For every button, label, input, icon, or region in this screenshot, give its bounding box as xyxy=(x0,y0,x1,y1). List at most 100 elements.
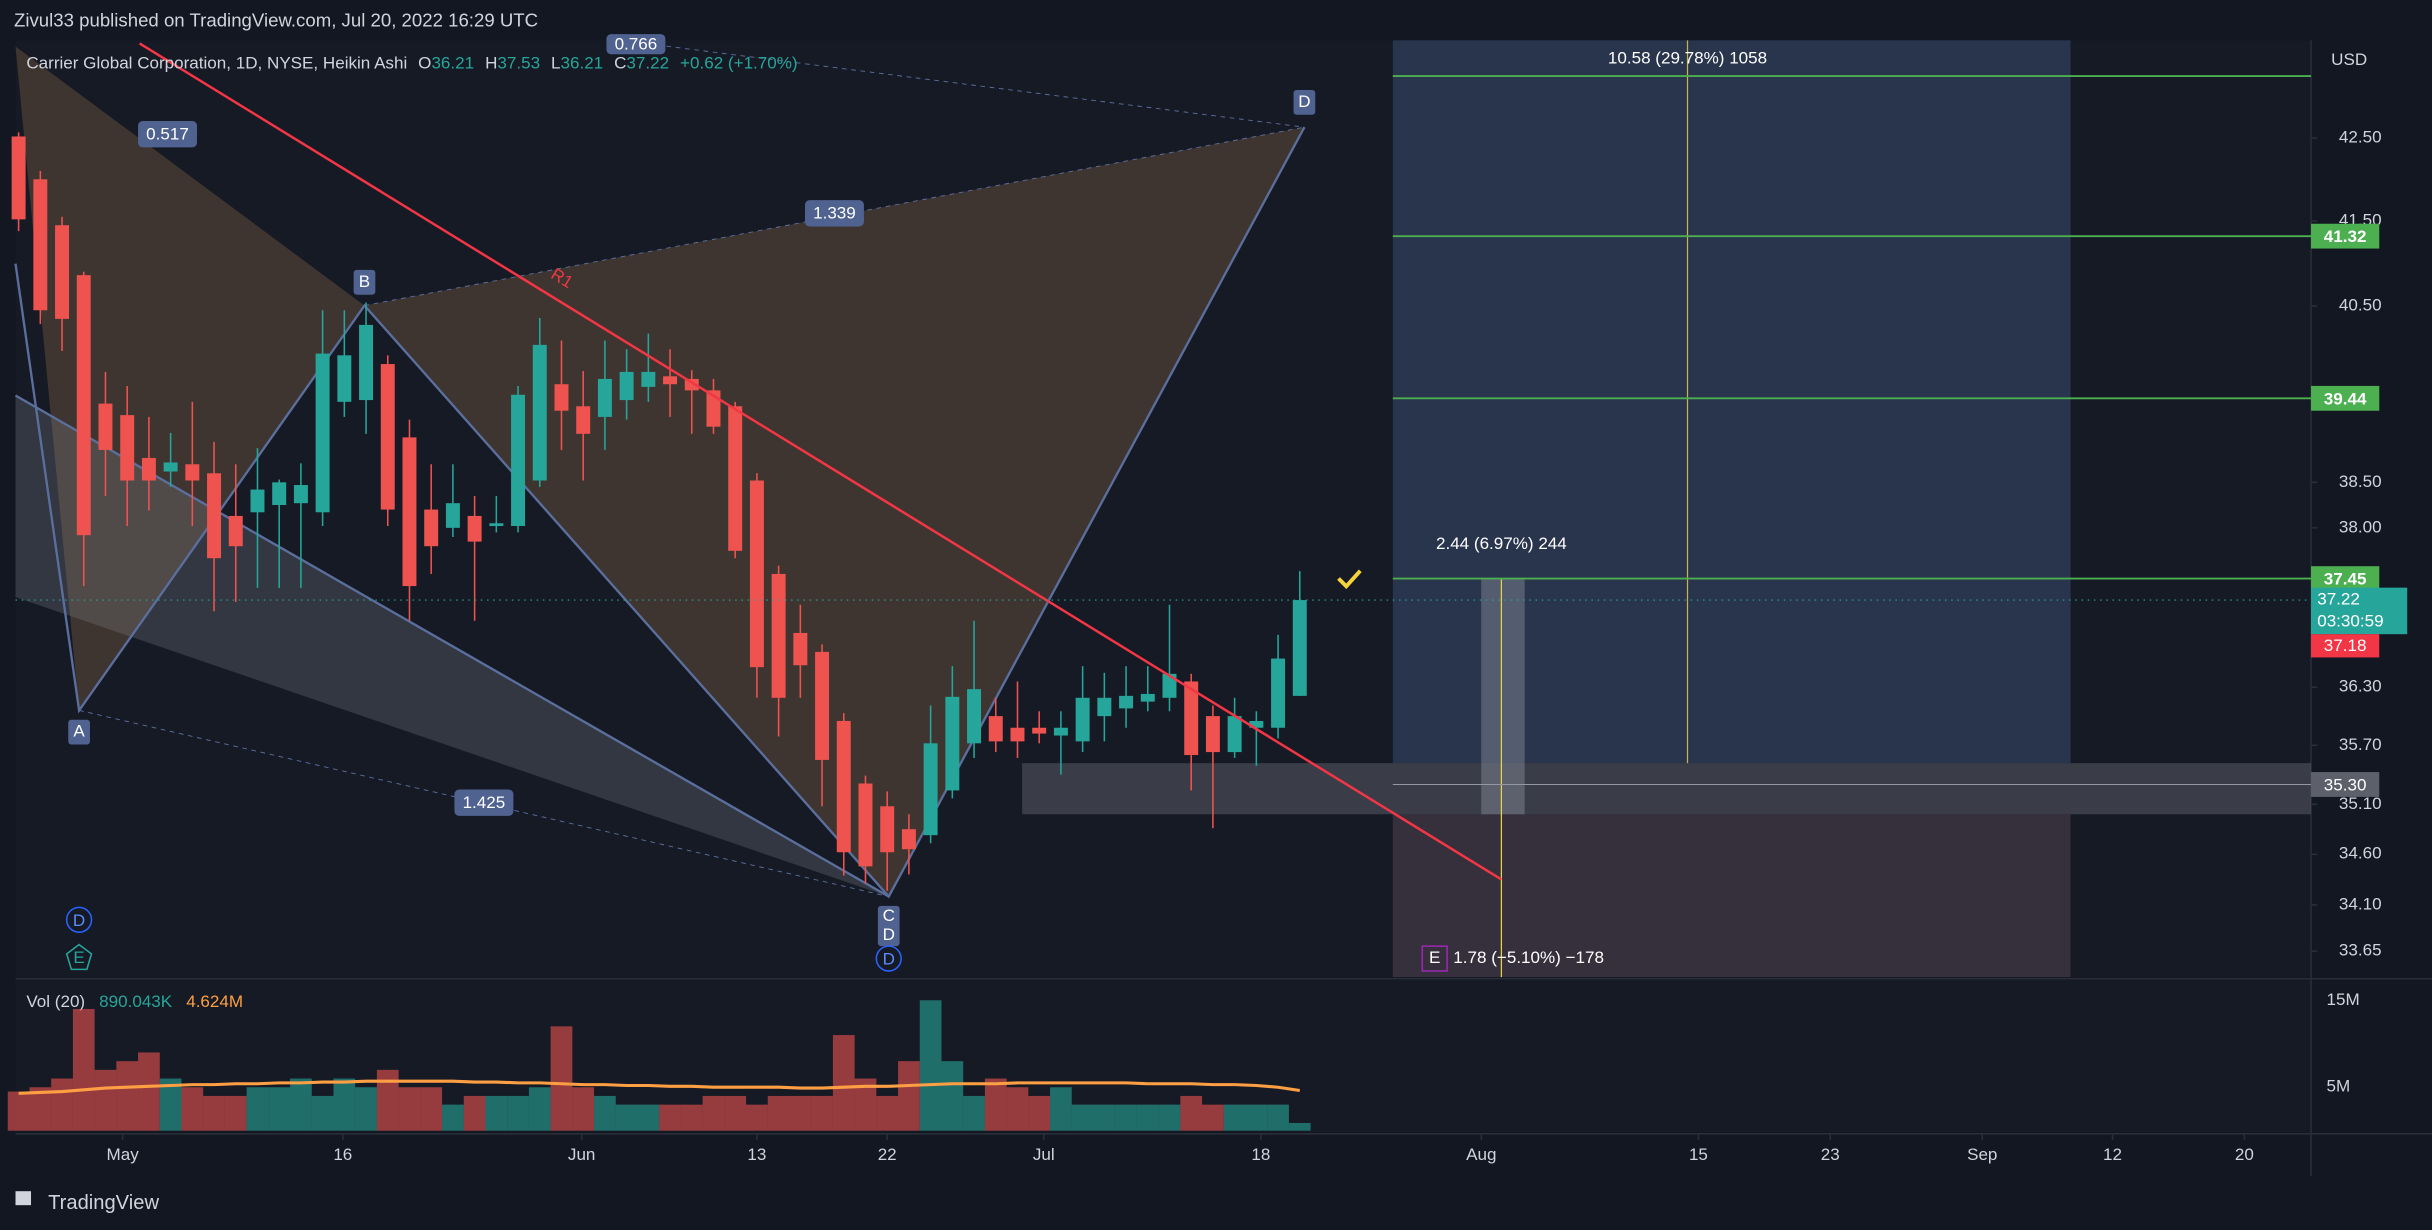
candle-body xyxy=(1249,720,1264,728)
candle-body xyxy=(988,716,1003,742)
candle-body xyxy=(945,696,960,791)
candle-body xyxy=(1162,673,1177,698)
candle-body xyxy=(380,364,395,510)
point-label: B xyxy=(359,272,370,291)
candle-body xyxy=(923,743,938,836)
x-tick-label: 12 xyxy=(2103,1145,2122,1164)
volume-bar xyxy=(1093,1104,1116,1131)
pattern-legs xyxy=(14,126,1306,899)
candle-body xyxy=(315,353,330,513)
pattern-xab xyxy=(15,46,365,711)
marker-label: D xyxy=(883,950,895,969)
candle-body xyxy=(76,275,91,536)
c-value: 37.22 xyxy=(626,53,669,72)
y-tick-label: 36.30 xyxy=(2339,677,2382,696)
volume-bar xyxy=(420,1087,443,1131)
y-tick-label: 34.60 xyxy=(2339,844,2382,863)
level-label: 39.44 xyxy=(2324,389,2367,408)
candle-body xyxy=(1140,693,1155,702)
volume-bar xyxy=(615,1104,638,1131)
x-tick-label: 16 xyxy=(333,1145,352,1164)
candle-body xyxy=(141,457,156,481)
volume-bar xyxy=(463,1095,486,1131)
ratio-label: 0.517 xyxy=(146,124,189,143)
currency: USD xyxy=(2331,50,2367,69)
marker xyxy=(65,943,93,971)
volume-bar xyxy=(376,1069,399,1131)
volume-bar xyxy=(702,1095,725,1131)
volume-bar xyxy=(94,1069,117,1131)
last-price-tag xyxy=(2311,587,2408,635)
y-tick-label: 35.10 xyxy=(2339,794,2382,813)
volume-bar xyxy=(594,1095,616,1131)
h-value: 37.53 xyxy=(497,53,540,72)
y-tick-label: 42.50 xyxy=(2339,128,2382,147)
candle-body xyxy=(1097,697,1112,717)
volume-bar xyxy=(1267,1104,1289,1131)
x-tick-label: May xyxy=(107,1145,140,1164)
candle-body xyxy=(120,415,135,481)
candle-body xyxy=(1205,716,1220,753)
candle-body xyxy=(1292,600,1307,696)
projection-box xyxy=(1481,578,1525,815)
volume-tick-label: 15M xyxy=(2327,990,2360,1009)
candle-body xyxy=(619,371,634,401)
x-tick-label: 20 xyxy=(2235,1145,2254,1164)
volume-bar xyxy=(637,1104,660,1131)
zone-tag xyxy=(2311,772,2380,797)
volume-bar xyxy=(919,1000,942,1131)
candle-body xyxy=(728,406,743,551)
candle-body xyxy=(1053,727,1068,736)
volume-bar xyxy=(1180,1095,1203,1131)
stop-label: 1.78 (−5.10%) −178 xyxy=(1453,948,1604,967)
stop-tag: E xyxy=(1429,948,1440,967)
volume-bar xyxy=(854,1078,877,1131)
volume-bar xyxy=(1050,1087,1072,1131)
candle-body xyxy=(771,573,786,698)
candle-body xyxy=(163,462,178,472)
volume-bar xyxy=(268,1087,291,1131)
point-tag xyxy=(68,719,90,745)
volume-bar xyxy=(724,1095,747,1131)
ratio-tag xyxy=(454,789,514,816)
candle-body xyxy=(793,632,808,666)
pattern-diag xyxy=(620,39,1305,128)
volume-bar xyxy=(398,1087,421,1131)
volume-bar xyxy=(485,1095,508,1131)
marker xyxy=(65,906,93,933)
symbol: Carrier Global Corporation, 1D, NYSE, He… xyxy=(26,53,407,72)
volume-bar xyxy=(789,1095,812,1131)
brand: TradingView xyxy=(48,1192,159,1214)
candle-body xyxy=(207,473,222,559)
y-tick-label: 34.10 xyxy=(2339,894,2382,913)
zone-label: 35.30 xyxy=(2324,776,2367,795)
candle-body xyxy=(185,464,200,481)
point-label: D xyxy=(883,925,895,944)
candle-body xyxy=(511,394,526,527)
volume-bar xyxy=(72,1008,95,1131)
volume-bar xyxy=(355,1087,377,1131)
point-label: A xyxy=(73,722,85,741)
volume-ma-value: 4.624M xyxy=(186,991,243,1010)
pattern-leg xyxy=(14,394,890,898)
candle-body xyxy=(467,515,482,542)
ratio-tag xyxy=(138,121,197,148)
h-label: H xyxy=(485,53,497,72)
volume-bar xyxy=(963,1095,985,1131)
x-tick-label: Sep xyxy=(1967,1145,1997,1164)
volume-bar xyxy=(1223,1104,1246,1131)
volume-bar xyxy=(832,1035,855,1131)
change: +0.62 (+1.70%) xyxy=(680,53,798,72)
candles xyxy=(11,132,1307,891)
point-tag xyxy=(353,269,376,295)
y-tick-label: 33.65 xyxy=(2339,941,2382,960)
volume-bar xyxy=(159,1078,182,1131)
volume-bar xyxy=(1028,1095,1051,1131)
l-label: L xyxy=(551,53,560,72)
o-label: O xyxy=(418,53,431,72)
o-value: 36.21 xyxy=(431,53,474,72)
candle-body xyxy=(706,390,721,427)
candle-body xyxy=(576,406,591,434)
level-label: 37.45 xyxy=(2324,570,2367,589)
